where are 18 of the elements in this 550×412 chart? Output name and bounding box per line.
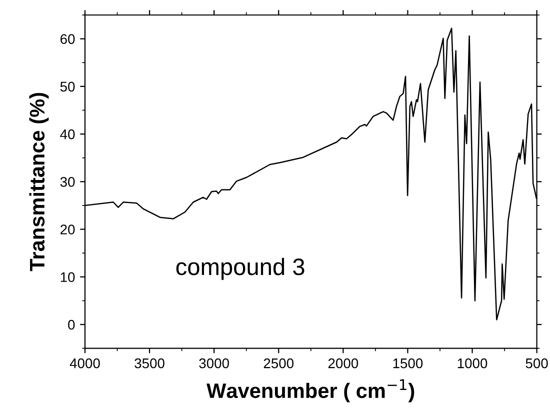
annotation: compound 3 [176,258,304,280]
y-tick-label: 10 [60,272,75,282]
y-axis-title: Transmittance (%) [29,92,49,272]
x-tick-label: 2000 [328,358,358,368]
x-tick-label: 500 [526,358,548,368]
y-tick-label: 50 [60,82,75,92]
y-tick-label: 60 [60,34,75,44]
x-tick-label: 3500 [134,358,164,368]
x-tick-label: 4000 [70,358,100,368]
x-tick-label: 3000 [199,358,229,368]
y-tick-label: 30 [60,176,75,187]
x-tick-label: 1000 [458,358,488,368]
y-tick-label: 40 [60,129,75,140]
y-tick-label: 0 [68,320,75,330]
x-axis-title: Wavenumber ( cm$^{−1}$) [206,379,414,402]
y-tick-label: 20 [60,224,75,234]
x-tick-label: 1500 [393,358,423,368]
x-tick-label: 2500 [264,358,294,368]
